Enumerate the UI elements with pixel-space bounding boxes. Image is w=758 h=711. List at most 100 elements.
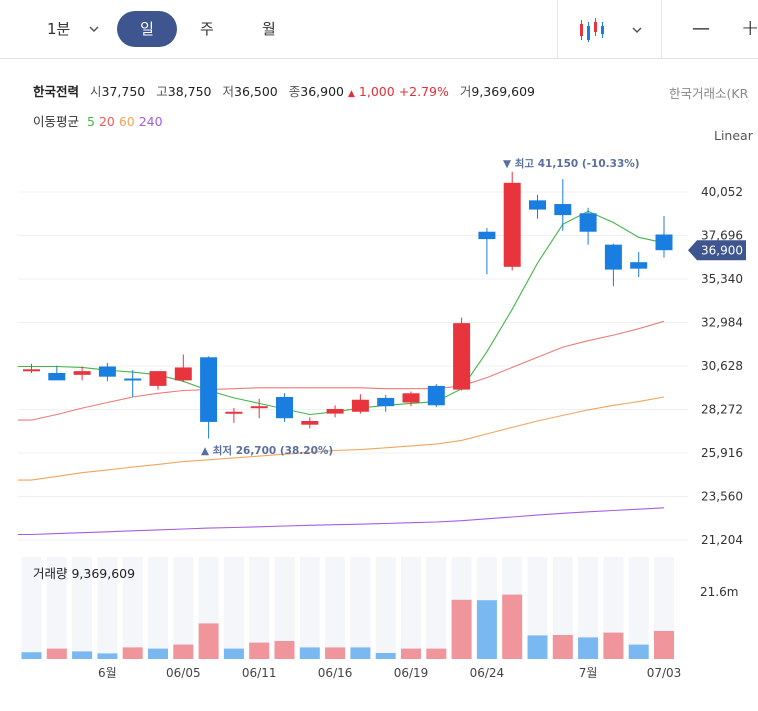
volume-bar [122, 647, 143, 659]
candle-body [377, 397, 395, 407]
low-label: 저 [222, 84, 235, 99]
volume-column-bg [72, 557, 93, 659]
candle-body [579, 213, 597, 232]
candle-body [529, 200, 546, 210]
volume-bar [223, 648, 244, 659]
date-tick-label: 06/24 [470, 666, 505, 680]
volume-column-bg [552, 557, 573, 659]
candle-body [149, 371, 167, 386]
volume-label: 거 [459, 84, 472, 99]
volume-tick-label: 21.6m [700, 585, 738, 599]
volume-bar [148, 648, 168, 659]
candle-body [23, 369, 40, 372]
volume-bar [578, 637, 599, 659]
volume-bar [426, 648, 447, 659]
close-value: 36,900 [300, 84, 345, 99]
up-triangle-icon: ▲ [348, 89, 355, 99]
price-tick-label: 28,272 [701, 403, 743, 417]
candle-body [453, 323, 471, 390]
price-tick-label: 35,340 [701, 272, 743, 286]
candle-body [200, 357, 218, 422]
volume-bar [476, 600, 497, 659]
date-tick-label: 06/11 [242, 666, 277, 680]
volume-bar [628, 644, 649, 659]
high-label: 고 [156, 84, 168, 99]
volume-bar [274, 641, 295, 659]
volume-bar [97, 653, 118, 659]
candle-body [73, 371, 91, 375]
chart-toolbar: 1분 일 주 월 — + [0, 0, 758, 59]
candle-body [301, 420, 319, 425]
change-value: 1,000 [358, 84, 395, 99]
volume-bar [375, 653, 396, 659]
price-tick-label: 37,696 [701, 229, 743, 243]
high-annotation: ▼ 최고 41,150 (-10.33%) [503, 157, 640, 170]
volume-bar [552, 635, 573, 659]
tab-weekly[interactable]: 주 [200, 20, 214, 38]
price-tick-label: 23,560 [701, 490, 743, 504]
volume-bar [72, 651, 93, 659]
volume-column-bg [426, 557, 447, 659]
last-price-badge [688, 240, 746, 261]
ma20-label: 20 [98, 114, 115, 129]
ma240-label: 240 [138, 114, 163, 129]
volume-column-bg [527, 557, 548, 659]
price-tick-label: 40,052 [701, 185, 743, 199]
zoom-out-button[interactable]: — [692, 18, 710, 39]
volume-bar [198, 623, 219, 659]
volume-column-bg [46, 557, 67, 659]
chevron-down-icon[interactable] [88, 0, 100, 58]
volume-bar [527, 635, 548, 659]
candle-body [351, 399, 369, 412]
interval-select[interactable]: 1분 [47, 20, 71, 38]
date-tick-label: 7월 [579, 666, 598, 680]
date-tick-label: 06/16 [318, 666, 353, 680]
last-price-label: 36,900 [701, 244, 743, 258]
price-tick-label: 32,984 [701, 316, 743, 330]
volume-column-bg [628, 557, 649, 659]
stock-name: 한국전력 [33, 84, 80, 99]
candle-body [174, 367, 192, 381]
ma5-label: 5 [87, 114, 95, 129]
candle-body [655, 234, 673, 251]
volume-column-bg [148, 557, 168, 659]
close-label: 종 [288, 84, 301, 99]
date-tick-label: 07/03 [647, 666, 682, 680]
volume-column-bg [21, 557, 42, 659]
date-tick-label: 06/05 [166, 666, 201, 680]
tab-daily[interactable]: 일 [117, 11, 177, 47]
volume-bar [654, 631, 674, 659]
candle-body [326, 408, 344, 414]
zoom-in-button[interactable]: + [741, 16, 758, 41]
price-tick-label: 21,204 [701, 533, 743, 547]
volume-column-bg [325, 557, 346, 659]
scale-mode[interactable]: Linear [714, 128, 753, 143]
candle-body [250, 406, 268, 409]
volume-column-bg [401, 557, 421, 659]
ma60-line [18, 396, 665, 481]
volume-column-bg [375, 557, 396, 659]
candle-body [503, 182, 521, 267]
tab-monthly[interactable]: 월 [262, 20, 276, 38]
volume-bar [299, 647, 320, 659]
price-summary: 한국전력 시37,750 고38,750 저36,500 종36,900 ▲ 1… [33, 81, 535, 100]
volume-column-bg [223, 557, 244, 659]
toolbar-divider [557, 0, 558, 58]
candle-chart-type-icon[interactable] [578, 0, 606, 58]
candle-body [427, 385, 445, 406]
chart-type-dropdown-icon[interactable] [631, 0, 643, 58]
moving-average-legend[interactable]: 이동평균 5 20 60 240 [33, 111, 163, 130]
toolbar-divider [661, 0, 662, 58]
volume-bar [46, 648, 67, 659]
volume-bar [603, 632, 624, 659]
price-tick-label: 25,916 [701, 446, 743, 460]
candle-body [604, 244, 622, 270]
volume-value: 9,369,609 [471, 84, 535, 99]
volume-bar [350, 647, 371, 659]
volume-column-bg [350, 557, 371, 659]
volume-bar [173, 644, 194, 659]
volume-column-bg [173, 557, 194, 659]
volume-bar [451, 599, 472, 659]
volume-column-bg [97, 557, 118, 659]
